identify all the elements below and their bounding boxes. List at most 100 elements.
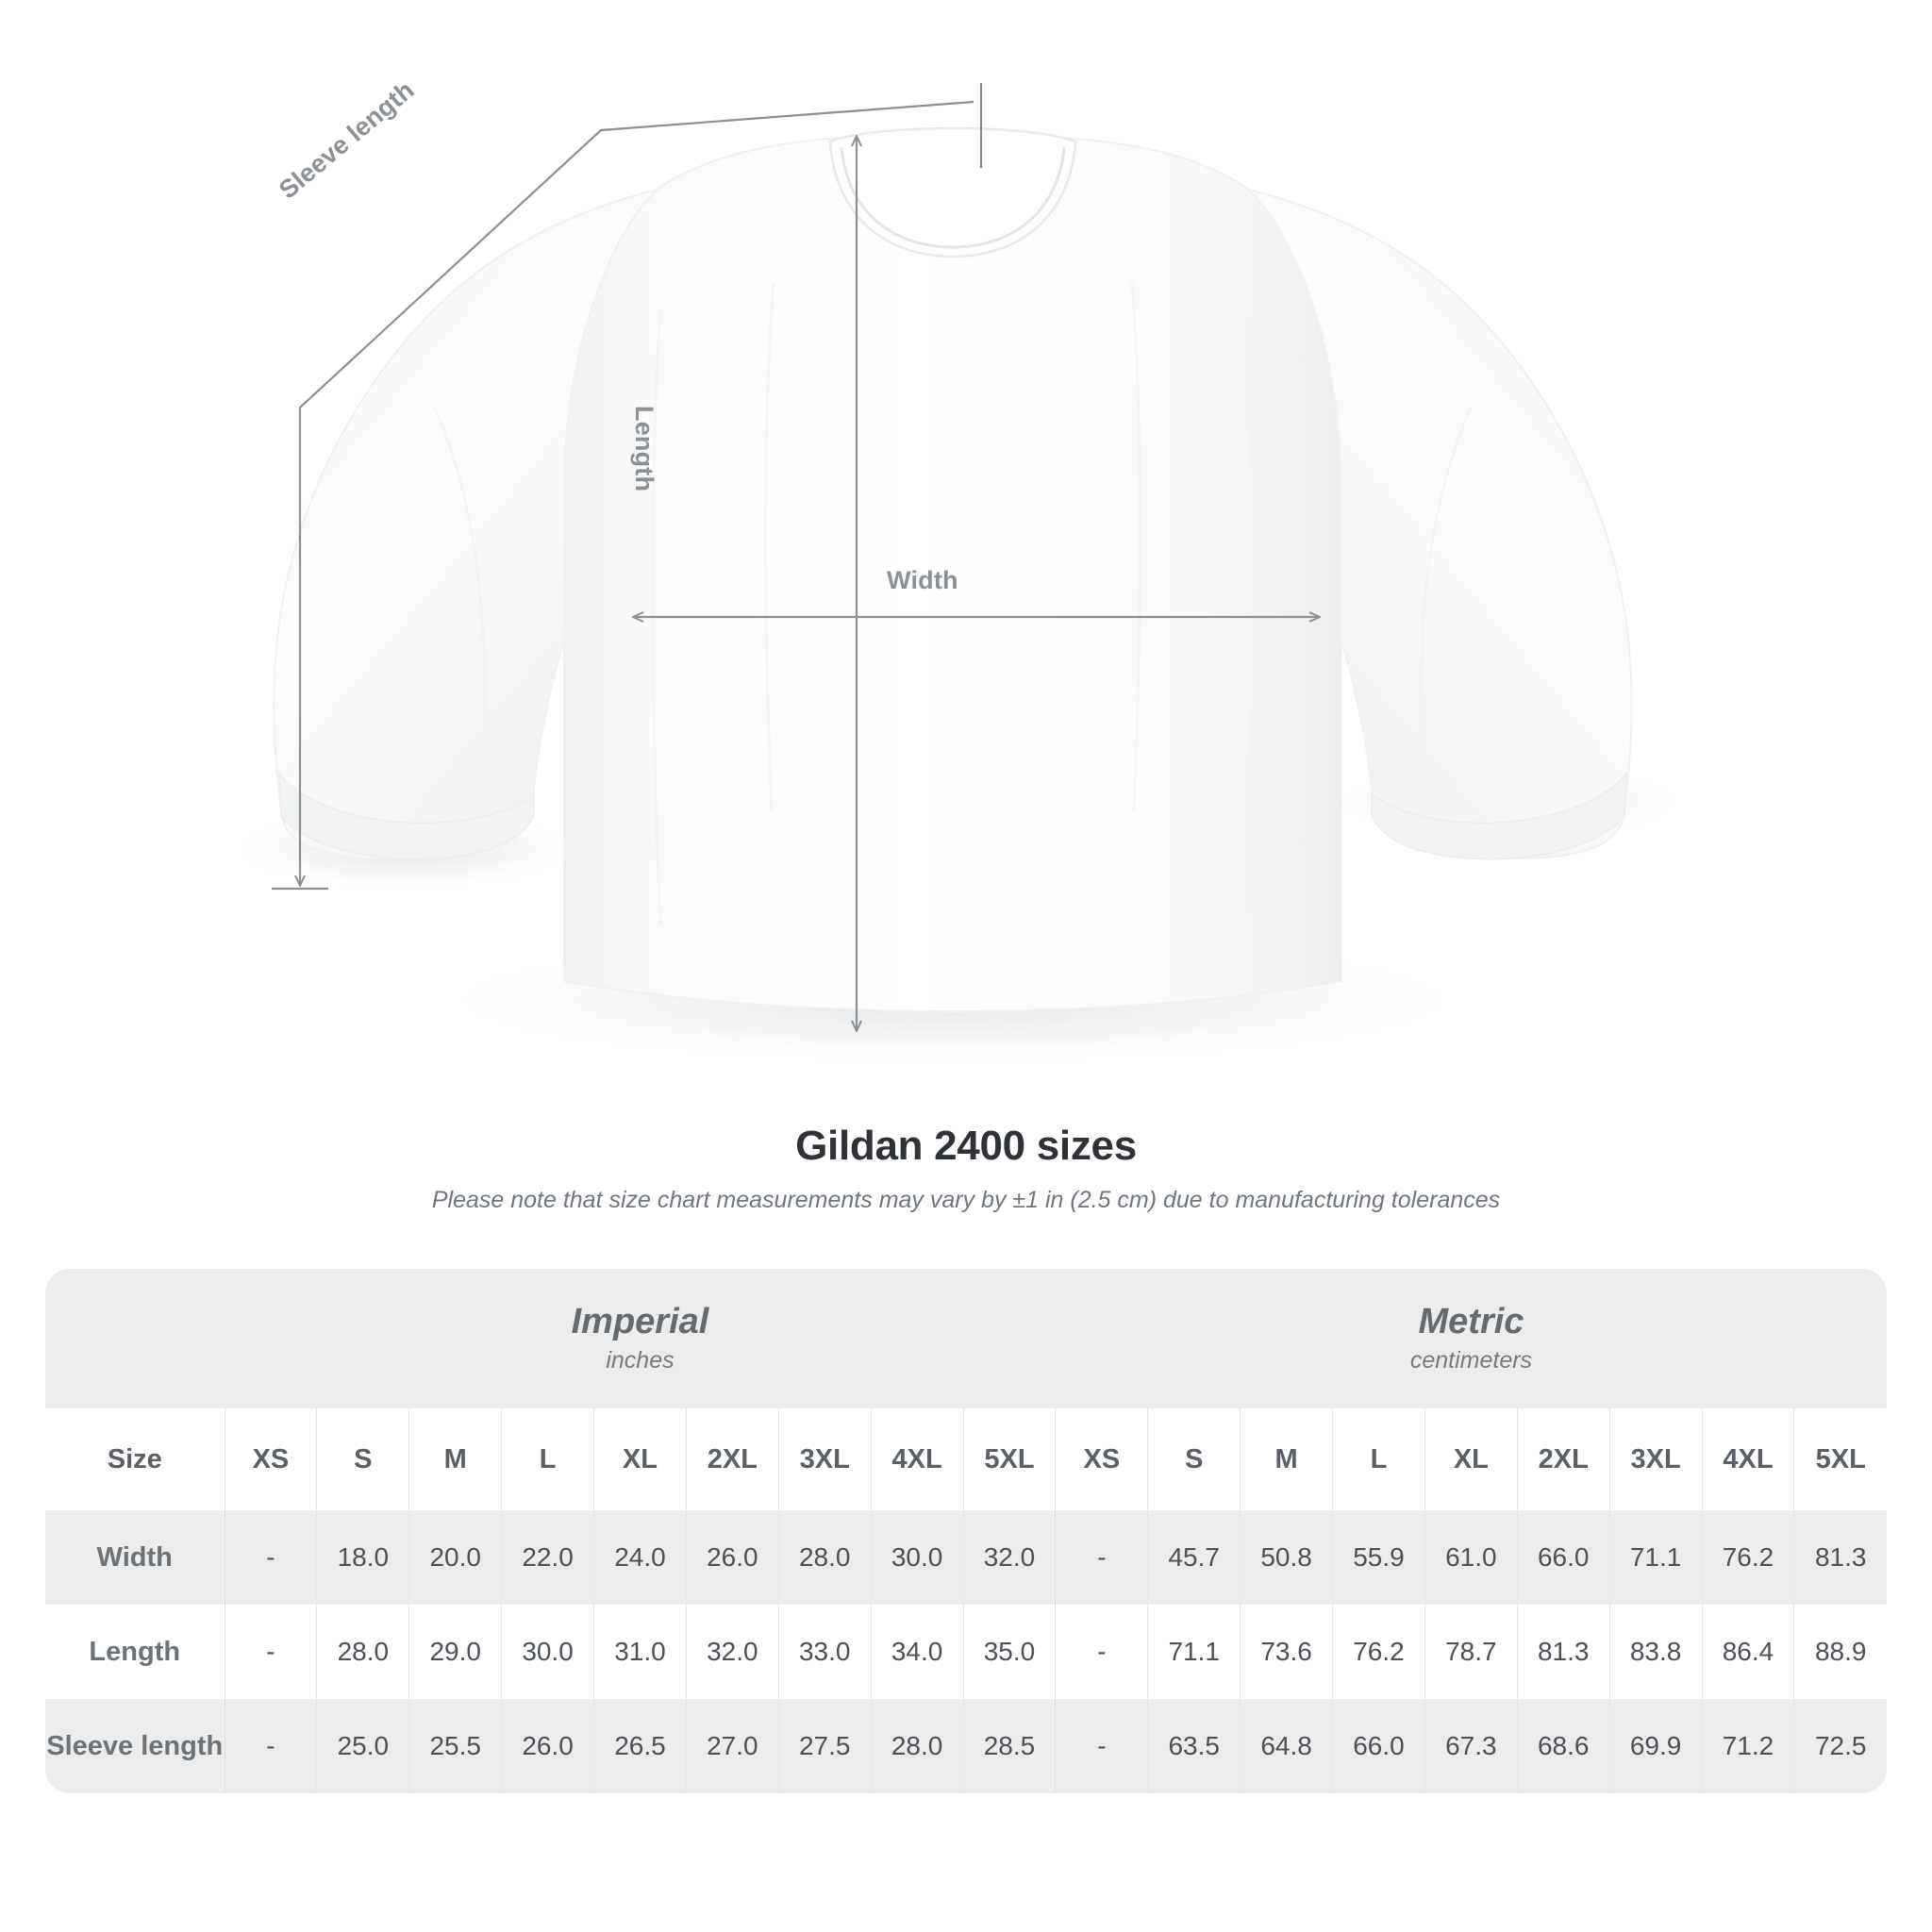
row-header-width: Width [45,1510,225,1605]
size-header-metric-2xl: 2XL [1516,1408,1610,1510]
size-header-imperial-xl: XL [593,1408,687,1510]
cell-metric-sleeve-length-3xl: 69.9 [1608,1699,1703,1793]
cell-metric-length-m: 73.6 [1240,1605,1333,1699]
size-table: Imperial inches Metric centimeters Size … [45,1269,1887,1793]
tolerance-note: Please note that size chart measurements… [431,1187,1501,1213]
cell-imperial-sleeve-length-3xl: 27.5 [777,1699,872,1793]
size-header-metric-xl: XL [1424,1408,1518,1510]
cell-metric-length-s: 71.1 [1147,1605,1241,1699]
cell-imperial-sleeve-length-xs: - [224,1699,317,1793]
size-header-imperial-s: S [316,1408,409,1510]
cell-metric-sleeve-length-4xl: 71.2 [1701,1699,1794,1793]
cell-imperial-width-4xl: 30.0 [870,1510,963,1605]
cell-metric-sleeve-length-5xl: 72.5 [1793,1699,1887,1793]
size-table-head: Imperial inches Metric centimeters Size … [45,1269,1887,1510]
cell-metric-width-3xl: 71.1 [1608,1510,1703,1605]
garment-illustration: Sleeve length Length Width [226,75,1689,1066]
unit-name-imperial: Imperial [571,1301,709,1341]
size-header-imperial-4xl: 4XL [870,1408,963,1510]
cell-metric-length-4xl: 86.4 [1701,1605,1794,1699]
cell-metric-sleeve-length-l: 66.0 [1332,1699,1425,1793]
cell-imperial-length-s: 28.0 [316,1605,409,1699]
cell-imperial-length-3xl: 33.0 [777,1605,872,1699]
cell-metric-length-xl: 78.7 [1424,1605,1518,1699]
fabric-folds [432,282,1474,925]
cell-metric-width-xs: - [1055,1510,1148,1605]
cell-metric-length-l: 76.2 [1332,1605,1425,1699]
cell-metric-sleeve-length-2xl: 68.6 [1516,1699,1610,1793]
cell-metric-length-3xl: 83.8 [1608,1605,1703,1699]
cell-imperial-width-2xl: 26.0 [685,1510,779,1605]
cell-metric-length-xs: - [1055,1605,1148,1699]
cell-imperial-width-xs: - [224,1510,317,1605]
cell-imperial-sleeve-length-4xl: 28.0 [870,1699,963,1793]
cell-imperial-length-5xl: 35.0 [962,1605,1056,1699]
cell-imperial-length-4xl: 34.0 [870,1605,963,1699]
table-row: Width -18.0 20.0 22.0 24.0 26.0 28.0 30.0 32.0-4… [45,1510,1887,1605]
chart-heading: Gildan 2400 sizes Please note that size … [0,1123,1932,1214]
cell-metric-sleeve-length-m: 64.8 [1240,1699,1333,1793]
row-header-sleeve-length: Sleeve length [45,1699,225,1793]
unit-sub-metric: centimeters [1409,1347,1533,1374]
cell-imperial-sleeve-length-xl: 26.5 [593,1699,687,1793]
cell-metric-width-xl: 61.0 [1424,1510,1518,1605]
unit-name-metric: Metric [1418,1301,1524,1341]
unit-header-metric: Metric centimeters [1055,1269,1887,1408]
unit-sub-imperial: inches [606,1347,675,1374]
length-dimension-label: Length [630,406,658,492]
page-title: Gildan 2400 sizes [795,1123,1137,1169]
size-header-imperial-m: M [408,1408,502,1510]
size-header-row: Size XS S M L XL 2XL 3XL 4XL 5XL XS S M L XL 2XL 3XL 4XL… [45,1408,1887,1510]
cell-imperial-sleeve-length-2xl: 27.0 [685,1699,779,1793]
size-header-metric-3xl: 3XL [1608,1408,1703,1510]
cell-metric-sleeve-length-s: 63.5 [1147,1699,1241,1793]
cell-metric-length-5xl: 88.9 [1793,1605,1887,1699]
cell-imperial-length-2xl: 32.0 [685,1605,779,1699]
cell-imperial-width-xl: 24.0 [593,1510,687,1605]
size-header-imperial-xs: XS [224,1408,317,1510]
cell-imperial-sleeve-length-m: 25.5 [408,1699,502,1793]
row-header-length: Length [45,1605,225,1699]
size-header-imperial-3xl: 3XL [777,1408,872,1510]
size-header-metric-4xl: 4XL [1701,1408,1794,1510]
cell-metric-width-l: 55.9 [1332,1510,1425,1605]
cell-metric-width-2xl: 66.0 [1516,1510,1610,1605]
cell-imperial-width-m: 20.0 [408,1510,502,1605]
size-header-metric-m: M [1240,1408,1333,1510]
right-cuff [1371,771,1627,860]
cell-imperial-width-l: 22.0 [501,1510,594,1605]
unit-header-row: Imperial inches Metric centimeters [45,1269,1887,1408]
cell-metric-sleeve-length-xl: 67.3 [1424,1699,1518,1793]
size-header-imperial-2xl: 2XL [685,1408,779,1510]
size-header-label: Size [45,1408,225,1510]
cell-imperial-width-3xl: 28.0 [777,1510,872,1605]
size-header-metric-xs: XS [1055,1408,1148,1510]
cell-imperial-width-5xl: 32.0 [962,1510,1056,1605]
cell-imperial-length-xs: - [224,1605,317,1699]
cell-metric-sleeve-length-xs: - [1055,1699,1148,1793]
cell-imperial-sleeve-length-s: 25.0 [316,1699,409,1793]
size-header-metric-5xl: 5XL [1793,1408,1887,1510]
cell-metric-width-5xl: 81.3 [1793,1510,1887,1605]
left-cuff [278,771,535,860]
cell-imperial-length-l: 30.0 [501,1605,594,1699]
width-dimension-label: Width [887,566,958,594]
size-table-container: Imperial inches Metric centimeters Size … [45,1269,1887,1793]
cell-imperial-length-xl: 31.0 [593,1605,687,1699]
size-table-body: Width -18.0 20.0 22.0 24.0 26.0 28.0 30.0 32.0-4… [45,1510,1887,1793]
unit-header-corner [45,1269,225,1408]
sleeve-length-dimension [272,100,974,891]
collar [828,126,1077,258]
size-header-metric-s: S [1147,1408,1241,1510]
cell-metric-width-s: 45.7 [1147,1510,1241,1605]
table-row: Sleeve length -25.0 25.5 26.0 26.5 27.0 27.5 28… [45,1699,1887,1793]
cell-metric-width-m: 50.8 [1240,1510,1333,1605]
cell-metric-length-2xl: 81.3 [1516,1605,1610,1699]
unit-header-imperial: Imperial inches [225,1269,1056,1408]
size-header-imperial-l: L [501,1408,594,1510]
cell-imperial-width-s: 18.0 [316,1510,409,1605]
size-header-imperial-5xl: 5XL [962,1408,1056,1510]
size-header-metric-l: L [1332,1408,1425,1510]
cell-imperial-sleeve-length-l: 26.0 [501,1699,594,1793]
